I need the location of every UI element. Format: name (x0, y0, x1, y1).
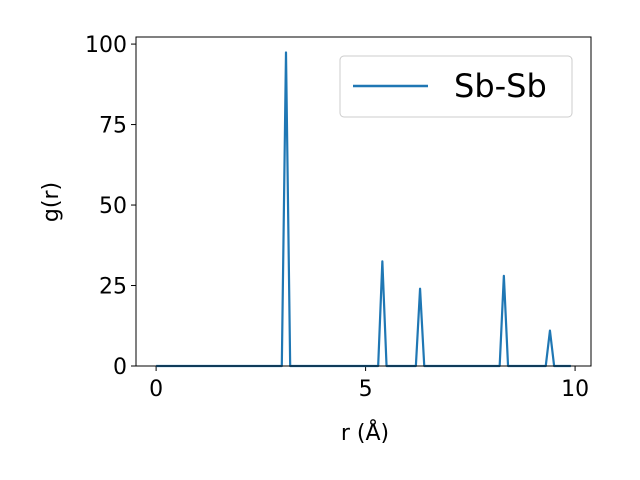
y-axis-label: g(r) (39, 182, 64, 222)
data-line (156, 51, 571, 368)
y-tick-label: 25 (99, 275, 127, 300)
y-tick-label: 100 (85, 33, 127, 58)
legend-label: Sb-Sb (454, 67, 547, 105)
legend-box (339, 55, 573, 118)
y-tick-label: 75 (99, 114, 127, 139)
y-tick-label: 50 (99, 194, 127, 219)
x-axis-label: r (Å) (341, 419, 389, 446)
x-tick-label: 0 (149, 377, 163, 402)
x-tick-label: 5 (359, 377, 373, 402)
x-tick-label: 10 (561, 377, 589, 402)
plot-frame (135, 36, 592, 367)
y-tick-label: 0 (113, 355, 127, 380)
